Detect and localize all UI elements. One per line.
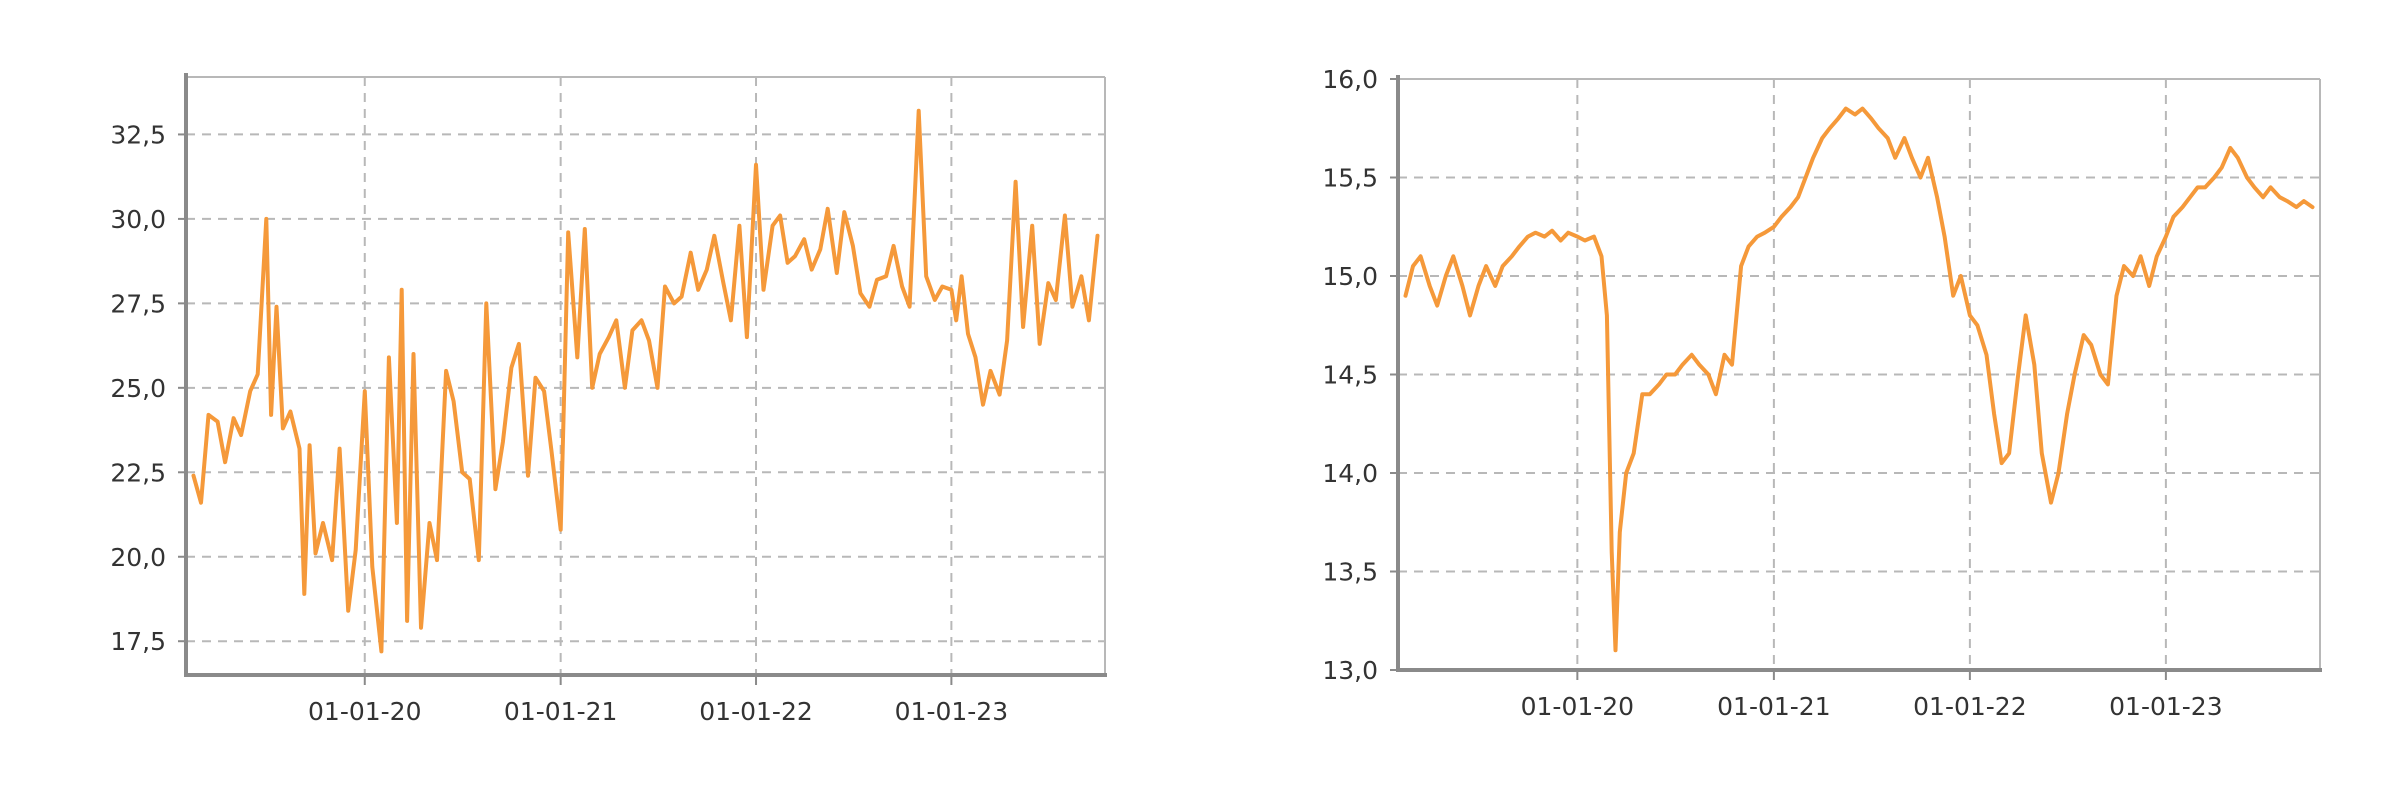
left-y-tick-label: 20,0	[110, 543, 166, 572]
right-x-tick-label: 01-01-23	[2109, 692, 2222, 721]
right-y-tick-label: 13,5	[1322, 558, 1378, 587]
left-x-tick-label: 01-01-21	[504, 697, 617, 726]
right-series	[1403, 106, 2315, 653]
right-y-tick-label: 13,0	[1322, 656, 1378, 685]
left-x-tick-label: 01-01-23	[895, 697, 1008, 726]
left-y-tick-label: 17,5	[110, 627, 166, 656]
right-x-tick-label: 01-01-20	[1521, 692, 1634, 721]
left-x-ticks: 01-01-20 01-01-21 01-01-22 01-01-23	[308, 675, 1008, 726]
left-grid	[186, 77, 1105, 675]
right-line-chart: 13,0 13,5 14,0 14,5 15,0 15,5 16,0 01-01-20 01-…	[1200, 0, 2406, 806]
right-y-tick-label: 14,5	[1322, 361, 1378, 390]
right-y-tick-label: 15,0	[1322, 262, 1378, 291]
right-series-line	[1403, 106, 2315, 653]
right-x-tick-label: 01-01-22	[1913, 692, 2026, 721]
left-series-line	[191, 108, 1100, 654]
left-y-tick-label: 22,5	[110, 458, 166, 487]
left-y-tick-label: 32,5	[110, 120, 166, 149]
right-y-ticks: 13,0 13,5 14,0 14,5 15,0 15,5 16,0	[1322, 65, 1398, 685]
right-x-ticks: 01-01-20 01-01-21 01-01-22 01-01-23	[1521, 670, 2223, 721]
right-grid	[1398, 78, 2320, 671]
left-y-tick-label: 25,0	[110, 374, 166, 403]
left-line-chart: 17,5 20,0 22,5 25,0 27,5 30,0 32,5 01-01-20 01-…	[0, 0, 1180, 806]
right-y-tick-label: 16,0	[1322, 65, 1378, 94]
right-x-tick-label: 01-01-21	[1717, 692, 1830, 721]
left-y-tick-label: 27,5	[110, 289, 166, 318]
left-series	[191, 108, 1100, 654]
right-chart-canvas: 13,013,514,014,515,015,516,0 01-01-20 01-…	[1322, 65, 2322, 721]
right-y-tick-label: 15,5	[1322, 164, 1378, 193]
left-y-tick-label: 30,0	[110, 205, 166, 234]
left-x-tick-label: 01-01-22	[699, 697, 812, 726]
left-axes	[184, 73, 1107, 677]
left-x-tick-label: 01-01-20	[308, 697, 421, 726]
left-y-ticks: 17,5 20,0 22,5 25,0 27,5 30,0 32,5	[110, 120, 186, 656]
right-y-tick-label: 14,0	[1322, 459, 1378, 488]
left-chart-canvas: 17,520,022,525,027,530,032,5 01-01-20 01-…	[110, 73, 1107, 726]
